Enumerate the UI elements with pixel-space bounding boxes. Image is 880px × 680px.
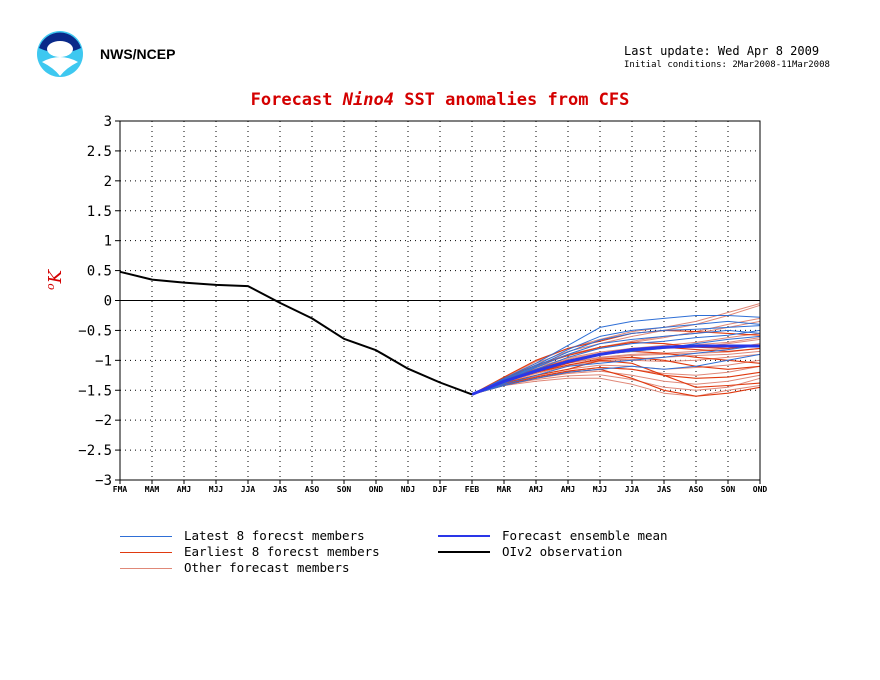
earliest-member-line <box>471 366 761 395</box>
x-tick-label: MJJ <box>209 485 223 494</box>
legend-observation-label: OIv2 observation <box>502 544 623 559</box>
x-tick-label: OND <box>369 485 384 494</box>
x-tick-label: FMA <box>113 485 128 494</box>
legend-mean-label: Forecast ensemble mean <box>502 528 668 543</box>
x-tick-label: FEB <box>465 485 480 494</box>
y-tick-label: 1 <box>104 234 112 250</box>
legend-other-label: Other forecast members <box>184 560 350 575</box>
chart-title: Forecast Nino4 SST anomalies from CFS <box>0 90 880 110</box>
x-tick-label: MAM <box>145 485 160 494</box>
y-tick-label: −3 <box>95 473 112 489</box>
x-tick-label: SON <box>721 485 736 494</box>
x-tick-label: JJA <box>625 485 640 494</box>
legend-earliest-swatch <box>120 552 172 553</box>
y-tick-label: −1 <box>95 353 112 369</box>
title-suffix: SST anomalies from CFS <box>404 90 630 110</box>
other-member-line <box>471 370 761 395</box>
other-member-line <box>471 377 761 397</box>
x-tick-label: JAS <box>657 485 672 494</box>
update-info: Last update: Wed Apr 8 2009 Initial cond… <box>624 44 834 70</box>
y-tick-label: 2 <box>104 174 112 190</box>
y-tick-label: 3 <box>104 114 112 130</box>
legend-latest-label: Latest 8 forecst members <box>184 528 365 543</box>
x-tick-label: NDJ <box>401 485 415 494</box>
legend-mean-swatch <box>438 535 490 537</box>
y-tick-label: −1.5 <box>78 383 112 399</box>
x-tick-label: MJJ <box>593 485 607 494</box>
y-tick-label: 0.5 <box>87 264 112 280</box>
ensemble-mean-line <box>471 344 760 396</box>
x-tick-label: SON <box>337 485 352 494</box>
latest-member-line <box>471 315 761 395</box>
y-tick-label: 0 <box>104 294 112 310</box>
x-tick-label: ASO <box>689 485 704 494</box>
y-tick-label: −2 <box>95 413 112 429</box>
x-tick-label: AMJ <box>529 485 543 494</box>
x-tick-label: OND <box>753 485 768 494</box>
latest-member-line <box>471 344 761 395</box>
last-update-text: Last update: Wed Apr 8 2009 <box>624 44 820 58</box>
latest-member-line <box>471 325 761 395</box>
legend-other-swatch <box>120 568 172 569</box>
other-member-line <box>471 303 761 395</box>
legend-earliest-label: Earliest 8 forecst members <box>184 544 380 559</box>
y-tick-label: 1.5 <box>87 204 112 220</box>
title-prefix: Forecast <box>250 90 333 110</box>
latest-member-line <box>471 320 761 395</box>
title-index: Nino4 <box>342 90 394 110</box>
y-tick-label: 2.5 <box>87 144 112 160</box>
x-tick-label: MAR <box>497 485 512 494</box>
org-name: NWS/NCEP <box>100 46 176 62</box>
legend-latest-swatch <box>120 536 172 537</box>
x-tick-label: DJF <box>433 485 448 494</box>
earliest-member-line <box>471 341 761 395</box>
x-tick-label: ASO <box>305 485 320 494</box>
latest-member-line <box>471 353 761 395</box>
x-tick-label: AMJ <box>177 485 191 494</box>
other-member-line <box>471 332 761 395</box>
x-tick-label: JAS <box>273 485 288 494</box>
observation-line <box>119 270 473 396</box>
y-tick-label: −2.5 <box>78 443 112 459</box>
x-tick-label: AMJ <box>561 485 575 494</box>
x-tick-label: JJA <box>241 485 256 494</box>
y-tick-label: −0.5 <box>78 323 112 339</box>
latest-member-line <box>471 329 761 395</box>
legend-observation-swatch <box>438 551 490 553</box>
noaa-logo <box>37 31 83 77</box>
earliest-member-line <box>471 329 761 395</box>
initial-conditions-text: Initial conditions: 2Mar2008-11Mar2008 <box>624 60 830 70</box>
